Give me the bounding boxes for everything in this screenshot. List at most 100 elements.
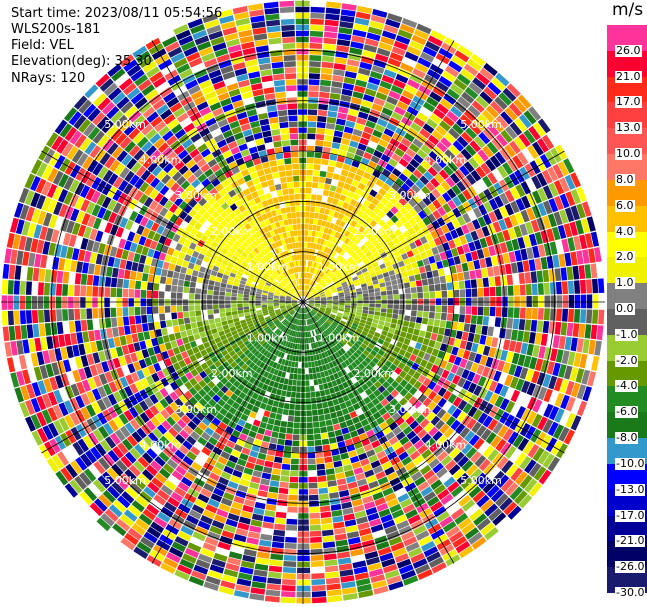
- radar-gate: [150, 177, 161, 188]
- radar-gate: [305, 374, 310, 380]
- radar-gate: [344, 230, 351, 238]
- radar-gate: [311, 309, 317, 314]
- radar-gate: [334, 282, 341, 287]
- radar-gate: [190, 482, 203, 493]
- radar-gate: [404, 287, 411, 294]
- radar-gate: [107, 186, 118, 199]
- radar-gate: [253, 279, 260, 284]
- radar-gate: [415, 179, 425, 190]
- radar-gate: [311, 330, 315, 337]
- radar-gate: [256, 288, 263, 293]
- radar-gate: [120, 473, 133, 486]
- radar-gate: [104, 156, 116, 169]
- radar-gate: [420, 144, 432, 155]
- radar-gate: [31, 430, 43, 446]
- radar-gate: [38, 145, 50, 161]
- radar-gate: [161, 420, 172, 431]
- radar-gate: [318, 353, 323, 360]
- radar-gate: [37, 427, 49, 443]
- radar-gate: [381, 304, 387, 309]
- radar-gate: [369, 368, 377, 376]
- radar-gate: [439, 98, 453, 110]
- radar-gate: [116, 518, 131, 532]
- radar-gate: [394, 177, 405, 187]
- radar-gate: [312, 290, 317, 295]
- radar-gate: [297, 73, 308, 79]
- radar-gate: [375, 295, 381, 300]
- radar-gate: [535, 431, 547, 446]
- radar-gate: [378, 508, 391, 518]
- radar-gate: [287, 341, 291, 348]
- radar-gate: [297, 368, 302, 374]
- radar-gate: [331, 237, 337, 244]
- radar-gate: [395, 73, 409, 84]
- radar-gate: [367, 353, 375, 361]
- radar-gate: [97, 412, 108, 425]
- radar-gate: [311, 367, 317, 374]
- radar-gate: [311, 585, 326, 592]
- radar-gate: [260, 441, 270, 449]
- radar-gate: [305, 326, 307, 332]
- radar-gate: [174, 217, 184, 227]
- radar-gate: [213, 309, 220, 314]
- radar-gate: [142, 157, 154, 169]
- radar-gate: [375, 402, 384, 411]
- radar-gate: [514, 452, 527, 467]
- radar-gate: [257, 490, 268, 498]
- radar-gate: [294, 416, 300, 423]
- radar-gate: [336, 335, 342, 341]
- radar-gate: [250, 259, 257, 266]
- radar-gate: [50, 270, 58, 283]
- radar-gate: [520, 342, 529, 355]
- radar-gate: [30, 176, 41, 192]
- radar-gate: [241, 251, 248, 258]
- radar-gate: [570, 189, 581, 205]
- radar-gate: [514, 420, 526, 434]
- radar-gate: [268, 276, 275, 282]
- radar-gate: [436, 184, 446, 195]
- radar-gate: [255, 298, 261, 301]
- radar-gate: [216, 341, 224, 348]
- radar-gate: [413, 455, 424, 466]
- radar-gate: [412, 194, 422, 204]
- radar-gate: [210, 241, 219, 249]
- radar-gate: [451, 346, 459, 356]
- radar-gate: [350, 354, 357, 361]
- radar-gate: [22, 369, 31, 385]
- radar-gate: [444, 132, 456, 144]
- radar-gate: [279, 299, 285, 301]
- radar-gate: [355, 472, 366, 481]
- radar-gate: [19, 204, 30, 220]
- radar-gate: [58, 334, 66, 347]
- radar-gate: [475, 166, 487, 179]
- radar-gate: [281, 309, 288, 314]
- radar-gate: [307, 145, 315, 152]
- radar-gate: [474, 455, 487, 468]
- radar-gate: [176, 305, 183, 312]
- radar-gate: [98, 494, 112, 508]
- radar-gate: [506, 318, 514, 329]
- radar-gate: [543, 403, 554, 418]
- radar-gate: [146, 555, 162, 567]
- radar-gate: [155, 472, 167, 484]
- radar-gate: [265, 317, 272, 322]
- radar-gate: [432, 146, 444, 157]
- radar-gate: [424, 155, 435, 166]
- radar-gate: [177, 564, 193, 575]
- radar-gate: [164, 306, 171, 313]
- radar-gate: [266, 337, 272, 343]
- radar-gate: [434, 253, 442, 262]
- radar-gate: [344, 359, 351, 366]
- radar-gate: [318, 279, 324, 285]
- radar-gate: [375, 144, 386, 153]
- radar-gate: [200, 488, 212, 498]
- radar-gate: [520, 248, 528, 261]
- radar-gate: [292, 355, 296, 362]
- radar-gate: [377, 219, 386, 227]
- radar-gate: [126, 158, 138, 170]
- radar-gate: [377, 227, 385, 235]
- radar-gate: [468, 434, 480, 446]
- radar-gate: [380, 308, 387, 313]
- radar-gate: [390, 389, 399, 398]
- radar-gate: [542, 200, 553, 215]
